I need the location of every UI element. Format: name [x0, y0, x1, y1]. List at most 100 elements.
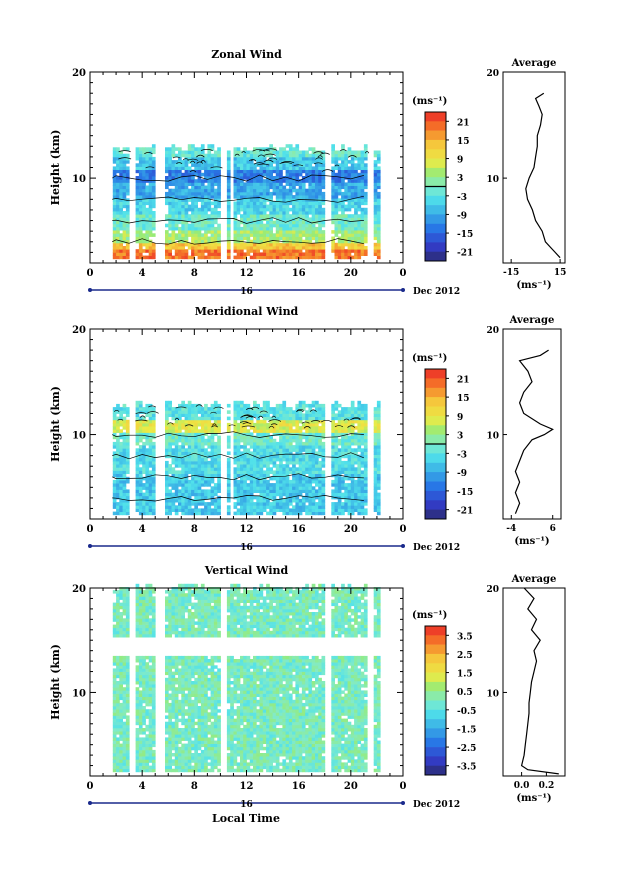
heatmap-cell: [213, 255, 218, 260]
heatmap-cell: [285, 435, 290, 440]
heatmap-cell: [331, 176, 335, 180]
contour-segment: [252, 149, 266, 152]
heatmap-cell: [262, 426, 267, 430]
heatmap-cell: [119, 188, 123, 193]
heatmap-cell: [305, 476, 309, 481]
heatmap-cell: [197, 454, 202, 459]
heatmap-cell: [246, 169, 251, 174]
heatmap-cell: [279, 242, 283, 247]
heatmap-cell: [331, 201, 335, 206]
heatmap-cell: [226, 492, 231, 497]
heatmap-cell: [298, 498, 303, 503]
heatmap-cell: [148, 429, 153, 433]
heatmap-cell: [272, 236, 277, 241]
heatmap-cell: [363, 492, 368, 497]
heatmap-cell: [233, 432, 238, 436]
heatmap-cell: [360, 451, 365, 455]
heatmap-cell: [341, 435, 345, 440]
heatmap-cell: [200, 476, 205, 481]
heatmap-cell: [347, 486, 352, 490]
heatmap-cell: [174, 236, 179, 241]
colorbar-tick-label: -21: [457, 249, 473, 259]
heatmap-cell: [200, 191, 205, 196]
heatmap-cell: [373, 223, 378, 228]
heatmap-cell: [125, 230, 130, 234]
heatmap-cell: [142, 156, 146, 161]
heatmap-cell: [122, 457, 127, 462]
heatmap-cell: [282, 207, 287, 212]
heatmap-cell: [217, 438, 221, 443]
heatmap-cell: [288, 448, 293, 452]
heatmap-cell: [282, 223, 287, 228]
heatmap-cell: [344, 172, 348, 177]
heatmap-cell: [275, 479, 280, 484]
heatmap-cell: [357, 448, 362, 452]
heatmap-cell: [125, 160, 130, 164]
heatmap-cell: [204, 438, 208, 443]
heatmap-cell: [181, 479, 185, 484]
heatmap-cell: [187, 169, 192, 174]
heatmap-cell: [288, 445, 293, 449]
heatmap-cell: [226, 438, 231, 443]
heatmap-cell: [279, 489, 283, 493]
heatmap-cell: [116, 505, 120, 509]
heatmap-cell: [363, 489, 368, 493]
heatmap-cell: [279, 255, 283, 260]
heatmap-cell: [194, 483, 198, 487]
heatmap-cell: [135, 435, 140, 440]
heatmap-cell: [138, 419, 143, 424]
heatmap-cell: [308, 470, 313, 474]
heatmap-cell: [337, 467, 342, 471]
heatmap-cell: [171, 473, 176, 478]
heatmap-cell: [142, 426, 146, 430]
day-line-start: [88, 544, 92, 548]
heatmap-cell: [334, 230, 339, 234]
heatmap-cell: [184, 505, 189, 509]
heatmap-cell: [334, 179, 339, 183]
heatmap-cell: [178, 166, 182, 170]
heatmap-cell: [321, 505, 326, 509]
heatmap-cell: [308, 416, 313, 421]
heatmap-cell: [246, 508, 251, 512]
heatmap-cell: [213, 204, 218, 209]
heatmap-cell: [321, 479, 326, 484]
heatmap-cell: [266, 166, 270, 170]
heatmap-cell: [112, 753, 117, 757]
heatmap-cell: [341, 207, 345, 212]
heatmap-cell: [181, 457, 185, 462]
heatmap-cell: [213, 498, 218, 503]
heatmap-cell: [275, 163, 280, 167]
heatmap-cell: [138, 223, 143, 228]
heatmap-cell: [262, 191, 267, 196]
heatmap-cell: [341, 226, 345, 231]
heatmap-cell: [138, 214, 143, 218]
heatmap-cell: [350, 242, 355, 247]
heatmap-cell: [116, 226, 120, 231]
heatmap-cell: [363, 403, 368, 408]
heatmap-cell: [357, 473, 362, 478]
heatmap-cell: [347, 147, 352, 151]
heatmap-cell: [282, 511, 287, 516]
heatmap-cell: [279, 413, 283, 417]
heatmap-cell: [217, 464, 221, 468]
heatmap-cell: [269, 460, 273, 465]
heatmap-cell: [233, 214, 238, 218]
heatmap-cell: [341, 470, 345, 474]
heatmap-cell: [217, 498, 221, 503]
heatmap-cell: [112, 172, 117, 177]
heatmap-cell: [279, 207, 283, 212]
contour-segment: [258, 149, 270, 152]
heatmap-cell: [207, 426, 212, 430]
heatmap-cell: [376, 185, 381, 190]
heatmap-cell: [125, 410, 130, 414]
heatmap-cell: [138, 198, 143, 202]
heatmap-cell: [138, 239, 143, 244]
heatmap-cell: [298, 169, 303, 174]
heatmap-cell: [318, 211, 322, 215]
heatmap-cell: [262, 457, 267, 462]
colorbar-tick-label: 3: [457, 432, 463, 442]
heatmap-cell: [213, 153, 218, 158]
heatmap-cell: [331, 432, 335, 436]
heatmap-cell: [187, 172, 192, 177]
heatmap-cell: [174, 476, 179, 481]
